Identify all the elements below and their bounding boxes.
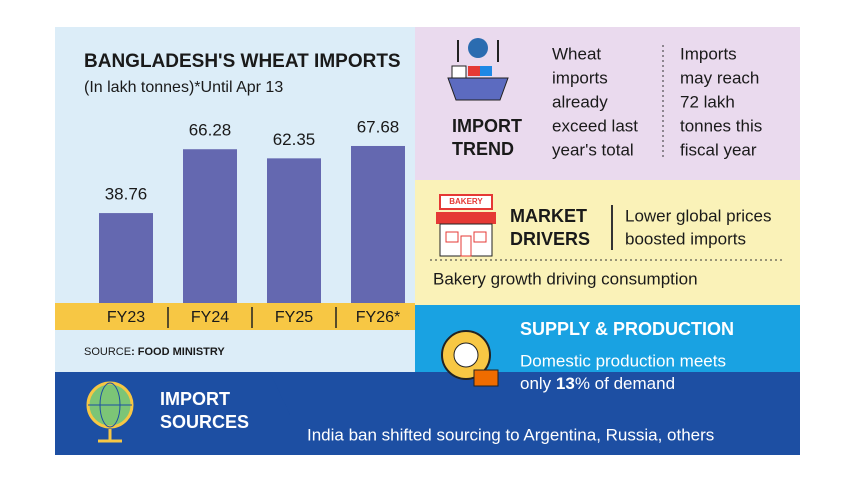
- trend-text: Wheat: [552, 44, 601, 63]
- bar: [183, 149, 237, 303]
- chart-subtitle: (In lakh tonnes)*Until Apr 13: [84, 79, 283, 96]
- supply-suffix: % of demand: [575, 374, 675, 393]
- value-label: 67.68: [357, 117, 400, 136]
- value-label: 38.76: [105, 185, 148, 204]
- trend-text: imports: [552, 68, 608, 87]
- bakery-icon: [436, 194, 496, 257]
- drivers-note: Bakery growth driving consumption: [433, 269, 698, 288]
- trend-text: already: [552, 92, 608, 111]
- value-label: 62.35: [273, 130, 316, 149]
- sources-title: SOURCES: [160, 412, 249, 432]
- source-text: : FOOD MINISTRY: [131, 346, 225, 358]
- trend-title: TREND: [452, 139, 514, 159]
- category-strip: [55, 303, 415, 330]
- globe-icon: [86, 381, 134, 443]
- trend-text: fiscal year: [680, 140, 757, 159]
- trend-text: year's total: [552, 140, 634, 159]
- bar: [351, 145, 405, 303]
- trend-title: IMPORT: [452, 116, 522, 136]
- drivers-title: DRIVERS: [510, 229, 590, 249]
- supply-title: SUPPLY & PRODUCTION: [520, 319, 734, 339]
- sources-title: IMPORT: [160, 389, 230, 409]
- trend-text: may reach: [680, 68, 759, 87]
- supply-text: Domestic production meets: [520, 351, 726, 370]
- x-tick-label: FY23: [107, 309, 145, 326]
- value-label: 66.28: [189, 121, 232, 140]
- sources-box: [55, 372, 800, 455]
- x-tick-label: FY25: [275, 309, 313, 326]
- x-tick-label: FY24: [191, 309, 229, 326]
- sources-text: India ban shifted sourcing to Argentina,…: [307, 425, 714, 444]
- x-tick-label: FY26*: [356, 309, 400, 326]
- bar: [267, 158, 321, 303]
- supply-icon: [441, 330, 499, 387]
- chart-title: BANGLADESH'S WHEAT IMPORTS: [84, 51, 401, 72]
- source: SOURCE: FOOD MINISTRY: [84, 346, 225, 358]
- trend-text: tonnes this: [680, 116, 762, 135]
- trend-icon: [447, 38, 509, 101]
- supply-prefix: only: [520, 374, 556, 393]
- drivers-text: Lower global prices: [625, 206, 771, 225]
- bar: [99, 213, 153, 303]
- drivers-text: boosted imports: [625, 229, 746, 248]
- trend-text: exceed last: [552, 116, 638, 135]
- bakery-sign: BAKERY: [449, 197, 483, 206]
- trend-text: Imports: [680, 44, 737, 63]
- supply-percent: 13: [556, 374, 575, 393]
- drivers-title: MARKET: [510, 206, 587, 226]
- supply-text: only 13% of demand: [520, 374, 675, 393]
- source-label: SOURCE: [84, 346, 131, 358]
- trend-text: 72 lakh: [680, 92, 735, 111]
